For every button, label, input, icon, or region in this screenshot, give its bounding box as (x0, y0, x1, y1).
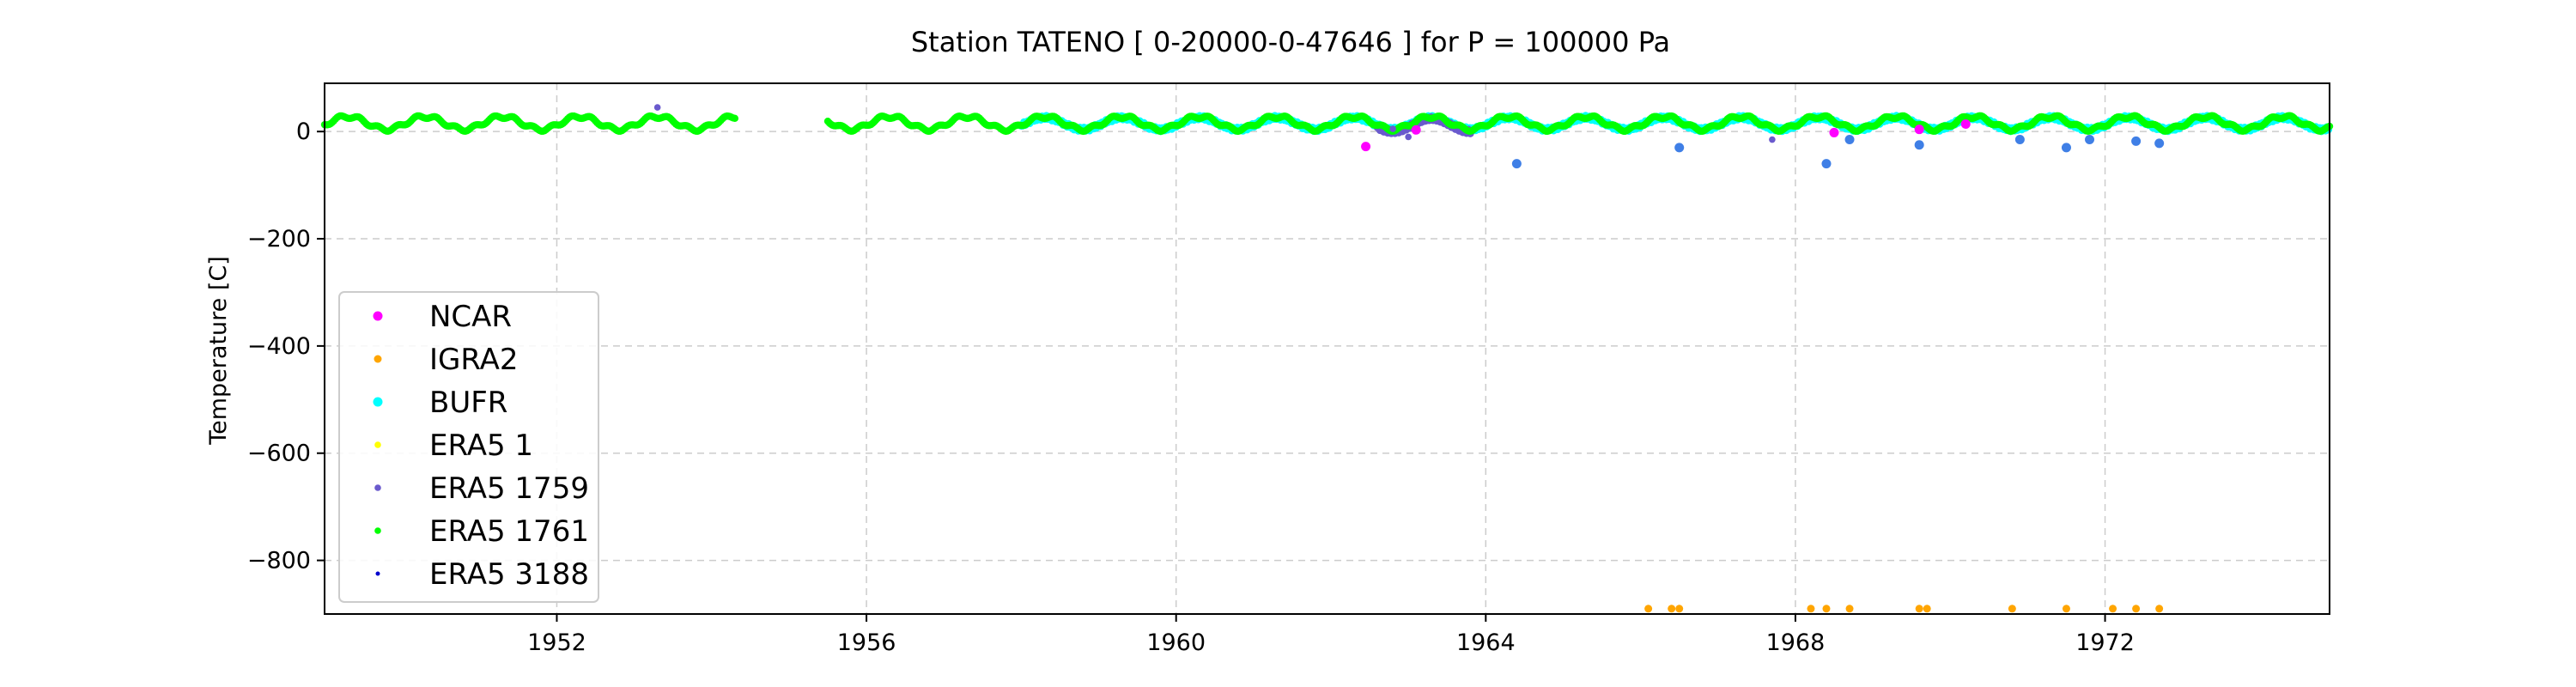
legend-label: ERA5 1759 (429, 471, 589, 506)
legend-marker (373, 397, 383, 407)
data-points (320, 104, 2334, 613)
x-tick-label: 1972 (2075, 629, 2135, 656)
igra2-point (1644, 605, 1653, 613)
legend-marker (374, 355, 382, 363)
legend-marker (374, 441, 381, 448)
igra2-point (2155, 605, 2164, 613)
ncar-point (1960, 119, 1971, 129)
igra2-point (1915, 605, 1923, 613)
y-axis-label: Temperature [C] (205, 256, 232, 446)
legend-marker (375, 571, 380, 576)
legend: NCAR IGRA2 BUFR ERA5 1 ERA5 1759 ERA5 1761 ERA… (338, 291, 599, 603)
legend-marker (374, 484, 381, 491)
x-tick-label: 1956 (837, 629, 896, 656)
igra2-point (1822, 605, 1831, 613)
legend-marker (373, 311, 383, 321)
x-tick-label: 1960 (1146, 629, 1206, 656)
y-tick-label: −600 (247, 441, 311, 467)
ncar-point (1829, 127, 1839, 137)
y-tick-label: −200 (247, 226, 311, 252)
legend-label: ERA5 3188 (429, 557, 589, 592)
axes: 1952 1956 1960 1964 1968 1972 0 −200 −400 −600 −80… (247, 119, 2135, 656)
x-tick-label: 1964 (1456, 629, 1516, 656)
ncar-point (1411, 125, 1421, 135)
bufr-point (2154, 138, 2165, 149)
legend-marker (374, 527, 381, 534)
igra2-point (2132, 605, 2141, 613)
ncar-point (1361, 142, 1371, 152)
legend-box (338, 291, 599, 603)
era5-1759-point (1389, 125, 1396, 132)
bufr-point (1844, 135, 1855, 145)
igra2-point (1668, 605, 1676, 613)
legend-label: ERA5 1761 (429, 514, 589, 549)
era5-1759-point (1405, 133, 1412, 141)
igra2-point (1807, 605, 1815, 613)
bufr-point (2131, 136, 2142, 146)
igra2-point (1845, 605, 1854, 613)
legend-label: IGRA2 (429, 343, 519, 377)
bufr-point (2014, 135, 2025, 145)
bufr-point (1914, 140, 1924, 150)
bufr-point (1821, 159, 1832, 169)
bufr-point (1674, 143, 1685, 153)
chart-title: Station TATENO [ 0-20000-0-47646 ] for P… (911, 26, 1670, 58)
igra2-point (1923, 605, 1931, 613)
legend-label: BUFR (429, 386, 507, 420)
x-tick-label: 1952 (527, 629, 586, 656)
era5-1759-point (1769, 136, 1776, 143)
ncar-point (1914, 125, 1924, 135)
y-tick-label: −400 (247, 333, 311, 360)
plot-area-frame (324, 82, 2330, 615)
igra2-point (2008, 605, 2016, 613)
x-tick-label: 1968 (1766, 629, 1826, 656)
bufr-point (1511, 159, 1522, 169)
legend-label: ERA5 1 (429, 429, 533, 463)
y-tick-label: 0 (296, 119, 311, 145)
bufr-point (2085, 135, 2095, 145)
igra2-point (2062, 605, 2070, 613)
era5-1761-point (731, 114, 739, 123)
bufr-point (2061, 143, 2071, 153)
grid (325, 83, 2330, 614)
igra2-point (2109, 605, 2117, 613)
igra2-point (1675, 605, 1684, 613)
y-tick-label: −800 (247, 548, 311, 575)
legend-label: NCAR (429, 300, 512, 334)
era5-1759-point (653, 104, 661, 111)
